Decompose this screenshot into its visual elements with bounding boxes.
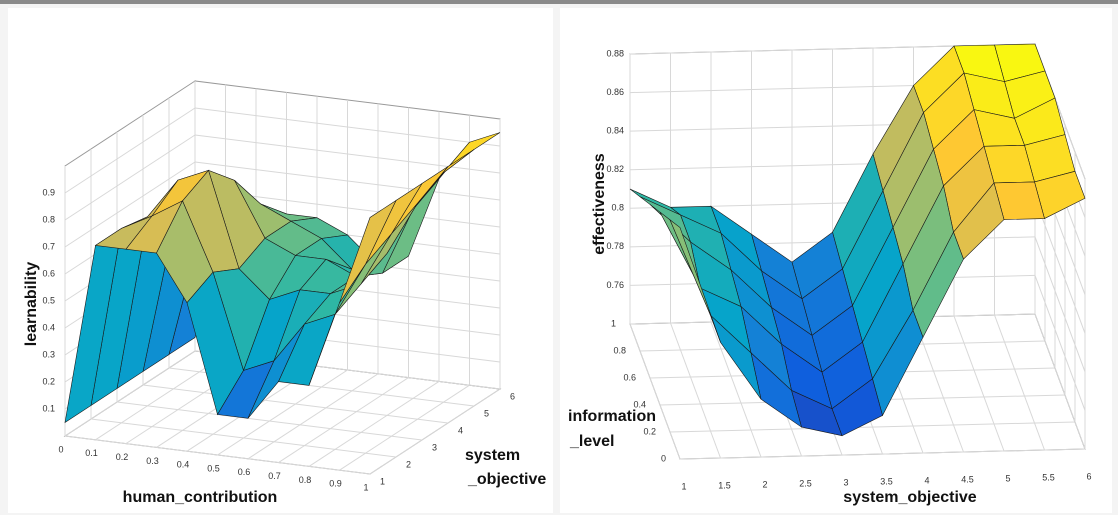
- x-tick-label: 0.2: [116, 452, 129, 462]
- grid-line: [710, 321, 762, 458]
- x-tick-label: 0.5: [207, 463, 220, 473]
- z-tick-label: 0.88: [606, 48, 624, 58]
- x-tick-label: 0: [58, 444, 63, 454]
- y-tick-label: 4: [458, 425, 463, 435]
- grid-line: [669, 421, 1076, 433]
- grid-line: [670, 322, 721, 459]
- z-tick-label: 0.82: [606, 164, 624, 174]
- x-tick-label: 1.5: [718, 480, 731, 490]
- y-tick-label: 2: [406, 459, 411, 469]
- z-tick-label: 0.4: [42, 322, 55, 332]
- y-tick-label: 1: [611, 318, 616, 328]
- y-tick-label: 6: [510, 391, 515, 401]
- y-tick-label: 0.8: [613, 345, 626, 355]
- z-tick-label: 0.1: [42, 403, 55, 413]
- grid-line: [217, 369, 348, 456]
- z-tick-label: 0.76: [606, 280, 624, 290]
- x-tick-label: 6: [1086, 471, 1091, 481]
- grid-line: [339, 384, 470, 471]
- x-tick-label: 0.7: [268, 471, 281, 481]
- grid-line: [64, 350, 196, 437]
- y-tick-label: 3: [432, 442, 437, 452]
- z-tick-label: 0.2: [42, 376, 55, 386]
- z-tick-label: 0.9: [42, 187, 55, 197]
- z-tick-label: 0.7: [42, 241, 55, 251]
- z-axis-label: effectiveness: [591, 153, 608, 254]
- y-axis-label: system: [465, 447, 520, 464]
- y-tick-label: 0: [661, 453, 666, 463]
- z-tick-label: 0.84: [606, 126, 624, 136]
- surface-chart: 1 1.5 2 2.5 3 3.5 4 4.5 5 5.5 6 0 0.2 0.4 0.6 0.8 1 0.76 0…: [568, 43, 1092, 506]
- figure: 0 0.1 0.2 0.3 0.4 0.5 0.6 0.7 0.8 0.9 1 1 2 3 4 5 6 0.1 0.…: [8, 8, 1112, 513]
- x-tick-label: 3: [843, 477, 848, 487]
- z-tick-label: 0.86: [606, 87, 624, 97]
- y-tick-label: 0.6: [623, 372, 636, 382]
- x-tick-label: 0.1: [85, 448, 98, 458]
- x-tick-label: 3.5: [880, 476, 893, 486]
- y-tick-label: 0.4: [633, 399, 646, 409]
- grid-line: [1034, 275, 1086, 411]
- z-tick-label: 0.3: [42, 349, 55, 359]
- x-tick-label: 0.9: [329, 479, 342, 489]
- surface-patch: [669, 218, 721, 343]
- z-tick-label: 0.5: [42, 295, 55, 305]
- x-tick-label: 1: [681, 481, 686, 491]
- grid-line: [64, 435, 371, 475]
- y-tick-label: 1: [380, 476, 385, 486]
- x-tick-label: 5: [1005, 473, 1010, 483]
- grid-line: [64, 161, 196, 248]
- grid-line: [116, 401, 423, 441]
- x-tick-label: 0.6: [238, 467, 251, 477]
- z-tick-label: 0.8: [42, 214, 55, 224]
- grid-line: [1034, 198, 1086, 334]
- x-tick-label: 2: [762, 479, 767, 489]
- y-axis-label: information: [568, 408, 656, 425]
- x-tick-label: 0.8: [299, 475, 312, 485]
- x-tick-label: 0.4: [177, 460, 190, 470]
- x-tick-label: 4.5: [961, 474, 974, 484]
- grid-line: [247, 373, 379, 460]
- surface-patch: [339, 199, 397, 303]
- y-tick-label: 0.2: [643, 426, 656, 436]
- grid-line: [953, 315, 1005, 452]
- grid-line: [90, 418, 397, 458]
- y-axis-label: _objective: [467, 471, 546, 488]
- x-tick-label: 0.3: [146, 456, 159, 466]
- z-tick-label: 0.6: [42, 268, 55, 278]
- z-axis-label: learnability: [23, 262, 40, 347]
- grid-line: [1034, 313, 1086, 450]
- grid-line: [369, 388, 501, 475]
- grid-line: [64, 134, 196, 221]
- z-tick-label: 0.78: [606, 241, 624, 251]
- y-axis-label: _level: [569, 433, 614, 450]
- grid-line: [308, 380, 440, 467]
- surface-chart: 0 0.1 0.2 0.3 0.4 0.5 0.6 0.7 0.8 0.9 1 1 2 3 4 5 6 0.1 0.…: [23, 80, 546, 506]
- x-axis-label: system_objective: [843, 489, 977, 506]
- grid-line: [278, 377, 409, 464]
- x-tick-label: 5.5: [1042, 472, 1055, 482]
- grid-line: [629, 323, 681, 460]
- x-axis-label: human_contribution: [123, 489, 278, 506]
- grid-line: [64, 107, 196, 194]
- x-tick-label: 4: [924, 475, 929, 485]
- grid-line: [142, 384, 449, 424]
- grid-line: [1034, 236, 1086, 373]
- grid-line: [95, 354, 226, 441]
- y-tick-label: 5: [484, 408, 489, 418]
- x-tick-label: 2.5: [799, 478, 812, 488]
- grid-line: [679, 448, 1086, 460]
- grid-line: [994, 314, 1045, 451]
- x-tick-label: 1: [363, 482, 368, 492]
- z-tick-label: 0.8: [611, 203, 624, 213]
